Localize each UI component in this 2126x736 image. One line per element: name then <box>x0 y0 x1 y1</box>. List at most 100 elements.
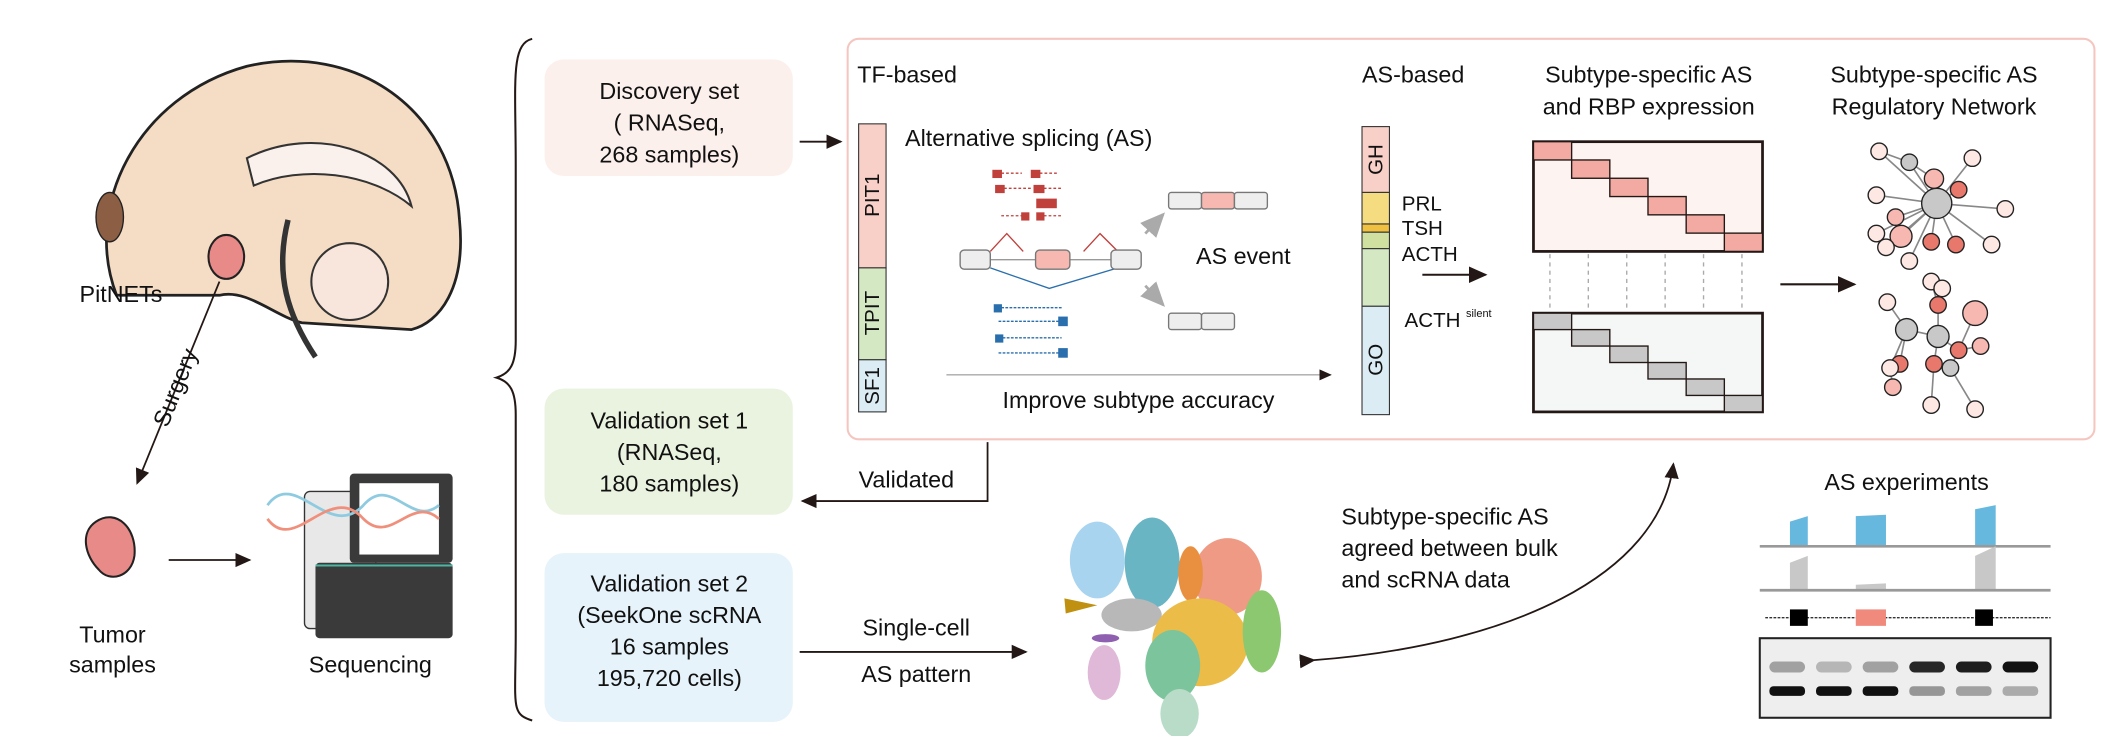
dataset-discovery: Discovery set ( RNASeq, 268 samples) <box>544 59 793 176</box>
splicing-reads-blue <box>993 304 1068 358</box>
validation2-line-2: (SeekOne scRNA <box>577 602 761 628</box>
matrix-cell <box>1570 159 1611 179</box>
tumor-sample-icon <box>85 516 136 578</box>
coverage-tracks <box>1759 505 2051 592</box>
rbp-title-1: Subtype-specific AS <box>1545 62 1752 88</box>
network-title-2: Regulatory Network <box>1832 93 2037 119</box>
tf-sf1: SF1 <box>861 367 884 405</box>
network-node <box>1949 180 1968 199</box>
pitnets-label: PitNETs <box>80 281 163 307</box>
matrix-cell <box>1609 345 1649 364</box>
tf-subtype-bar: PIT1 TPIT SF1 <box>858 123 887 413</box>
exon-model <box>959 232 1142 290</box>
improve-label: Improve subtype accuracy <box>1002 387 1274 413</box>
gel-band <box>1909 686 1945 696</box>
isoform-inclusion <box>1167 191 1269 210</box>
as-event-label: AS event <box>1196 243 1291 269</box>
network-node <box>1941 359 1960 377</box>
as-subtype-bar: GH GO <box>1361 126 1390 416</box>
as-tsh: TSH <box>1402 217 1443 240</box>
network-node <box>1889 224 1913 248</box>
gene-model <box>1765 609 2051 626</box>
agreement-double-arrow <box>1299 462 1679 669</box>
validation1-line-1: Validation set 1 <box>591 407 749 433</box>
network-node <box>1925 354 1943 373</box>
as-experiments-title: AS experiments <box>1824 469 1988 495</box>
matrix-cell <box>1532 312 1573 331</box>
agreement-line-3: and scRNA data <box>1341 566 1509 592</box>
matrix-cell <box>1685 214 1726 234</box>
gel-band <box>1769 686 1806 696</box>
validation2-line-1: Validation set 2 <box>591 571 749 597</box>
surgery-label: Surgery <box>148 345 203 431</box>
gel-image <box>1758 637 2052 719</box>
umap-plot <box>1064 517 1282 736</box>
as-acth: ACTH <box>1402 243 1458 266</box>
gel-band <box>1862 661 1899 673</box>
as-pattern-label: AS pattern <box>861 661 971 687</box>
gel-band <box>1816 661 1852 673</box>
brain-illustration <box>95 59 462 359</box>
matrix-cell <box>1685 378 1726 397</box>
discovery-line-1: Discovery set <box>599 78 739 104</box>
gel-band <box>2002 686 2039 696</box>
discovery-line-2: ( RNASeq, <box>614 110 725 136</box>
matrix-connectors <box>1549 254 1743 311</box>
pituitary-tumor-icon <box>207 233 246 280</box>
matrix-cell <box>1647 195 1687 216</box>
tf-based-title: TF-based <box>857 62 957 88</box>
dataset-validation-2: Validation set 2 (SeekOne scRNA 16 sampl… <box>544 553 793 722</box>
network-node <box>1870 142 1889 161</box>
matrix-cell <box>1609 177 1649 198</box>
discovery-line-3: 268 samples) <box>599 141 739 167</box>
gel-band <box>1955 661 1992 673</box>
as-matrix-heatmap <box>1532 140 1764 253</box>
gel-band <box>1816 686 1852 696</box>
single-cell-label: Single-cell <box>862 614 969 640</box>
network-node <box>1996 199 2015 218</box>
as-based-title: AS-based <box>1362 62 1464 88</box>
tumor-label: Tumor <box>79 621 146 647</box>
network-node <box>1883 378 1902 397</box>
tf-tpit: TPIT <box>861 290 884 335</box>
network-node <box>1920 187 1953 220</box>
as-title: Alternative splicing (AS) <box>905 125 1152 151</box>
validation2-line-3: 16 samples <box>610 634 729 660</box>
as-prl: PRL <box>1402 192 1442 215</box>
agreement-line-2: agreed between bulk <box>1341 535 1558 561</box>
gel-band <box>1862 686 1899 696</box>
network-node <box>1900 153 1919 172</box>
matrix-cell <box>1723 232 1764 253</box>
network-node <box>1877 238 1895 257</box>
gel-band <box>1909 661 1945 673</box>
network-node <box>1971 337 1990 355</box>
network-node <box>1923 168 1945 190</box>
agreement-line-1: Subtype-specific AS <box>1341 503 1548 529</box>
validation2-line-4: 195,720 cells) <box>597 665 742 691</box>
sequencing-label: Sequencing <box>309 651 432 677</box>
network-node <box>1949 341 1968 360</box>
as-acth-silent: ACTH silent <box>1405 308 1492 332</box>
network-node <box>1926 324 1950 349</box>
brace <box>492 37 533 722</box>
network-node <box>1867 224 1886 243</box>
analysis-panel <box>846 37 2096 441</box>
rbp-matrix-heatmap <box>1532 311 1764 414</box>
network-node <box>1966 400 1985 419</box>
validation1-line-3: 180 samples) <box>599 470 739 496</box>
network-node <box>1933 279 1952 298</box>
network-node <box>1963 149 1982 168</box>
splicing-reads-red <box>992 169 1063 221</box>
arrow-up-gray <box>1140 212 1165 238</box>
network-node <box>1900 252 1919 270</box>
network-node <box>1929 295 1948 314</box>
validated-arrow <box>800 442 989 509</box>
matrix-cell <box>1570 328 1611 347</box>
surgery-arrow <box>135 281 221 485</box>
arrow-down-gray <box>1140 281 1165 307</box>
isoform-skipping <box>1167 312 1236 331</box>
network-node <box>1881 359 1899 377</box>
dataset-validation-1: Validation set 1 (RNASeq, 180 samples) <box>544 388 793 515</box>
network-node <box>1867 186 1886 205</box>
